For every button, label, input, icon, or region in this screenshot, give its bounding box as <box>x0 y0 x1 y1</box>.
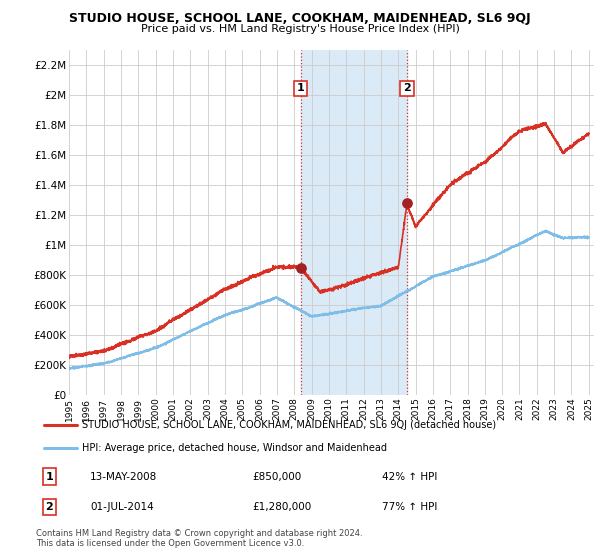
Text: HPI: Average price, detached house, Windsor and Maidenhead: HPI: Average price, detached house, Wind… <box>82 444 387 454</box>
Text: 42% ↑ HPI: 42% ↑ HPI <box>382 472 437 482</box>
Text: Price paid vs. HM Land Registry's House Price Index (HPI): Price paid vs. HM Land Registry's House … <box>140 24 460 34</box>
Text: 1: 1 <box>46 472 53 482</box>
Text: 13-MAY-2008: 13-MAY-2008 <box>90 472 157 482</box>
Text: 2: 2 <box>403 83 411 94</box>
Text: This data is licensed under the Open Government Licence v3.0.: This data is licensed under the Open Gov… <box>36 539 304 548</box>
Point <box>402 199 412 208</box>
Text: £1,280,000: £1,280,000 <box>252 502 311 512</box>
Text: 77% ↑ HPI: 77% ↑ HPI <box>382 502 437 512</box>
Text: £850,000: £850,000 <box>252 472 301 482</box>
Text: STUDIO HOUSE, SCHOOL LANE, COOKHAM, MAIDENHEAD, SL6 9QJ (detached house): STUDIO HOUSE, SCHOOL LANE, COOKHAM, MAID… <box>82 420 496 430</box>
Text: 01-JUL-2014: 01-JUL-2014 <box>90 502 154 512</box>
Text: 2: 2 <box>46 502 53 512</box>
Text: STUDIO HOUSE, SCHOOL LANE, COOKHAM, MAIDENHEAD, SL6 9QJ: STUDIO HOUSE, SCHOOL LANE, COOKHAM, MAID… <box>69 12 531 25</box>
Point <box>296 263 305 272</box>
Bar <box>301 50 407 395</box>
Text: Contains HM Land Registry data © Crown copyright and database right 2024.: Contains HM Land Registry data © Crown c… <box>36 529 362 538</box>
Text: 1: 1 <box>297 83 305 94</box>
